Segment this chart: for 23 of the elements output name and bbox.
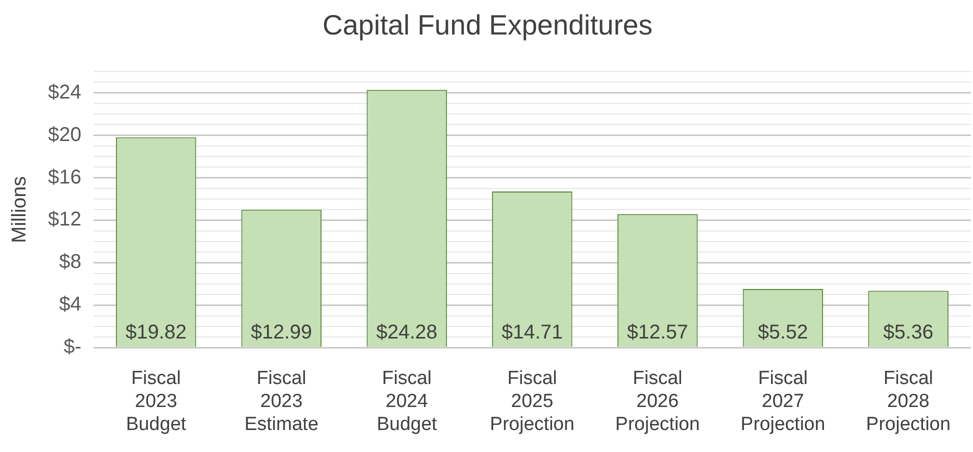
data-label: $12.57: [626, 321, 688, 344]
data-label: $14.71: [502, 321, 563, 344]
data-label: $24.28: [376, 321, 438, 344]
y-tick-label: $-: [64, 336, 82, 358]
data-label: $19.82: [125, 321, 187, 344]
x-tick-label: Fiscal 2026 Projection: [615, 368, 700, 435]
chart-title: Capital Fund Expenditures: [322, 10, 652, 41]
x-tick-label: Fiscal 2028 Projection: [866, 368, 951, 435]
y-tick-label: $24: [48, 81, 82, 104]
data-label: $5.52: [758, 321, 808, 344]
x-tick-label: Fiscal 2023 Estimate: [244, 368, 318, 435]
y-tick-label: $16: [48, 166, 82, 188]
y-tick-label: $4: [59, 294, 82, 316]
x-tick-label: Fiscal 2025 Projection: [490, 368, 574, 435]
y-tick-label: $8: [59, 251, 82, 274]
x-tick-label: Fiscal 2024 Budget: [376, 368, 438, 435]
data-label: $12.99: [250, 321, 312, 344]
x-tick-label: Fiscal 2027 Projection: [740, 368, 826, 435]
y-axis-title: Millions: [8, 176, 31, 243]
data-label: $5.36: [883, 321, 934, 344]
y-tick-label: $20: [48, 124, 82, 146]
y-tick-label: $12: [48, 208, 82, 231]
x-tick-label: Fiscal 2023 Budget: [126, 368, 187, 435]
